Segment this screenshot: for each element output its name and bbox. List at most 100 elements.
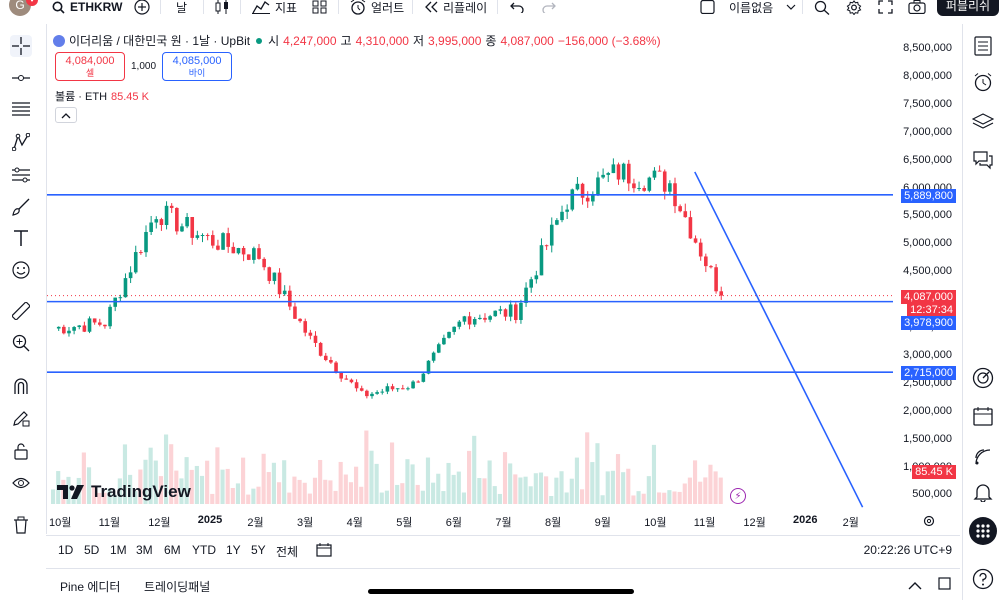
candle-body [642,188,646,191]
candle-body [149,222,153,232]
pencil-lock-icon [13,411,30,427]
indicators-icon [252,0,270,14]
pattern-tool[interactable] [10,131,32,153]
range-button[interactable]: 5D [84,543,100,557]
chats-button[interactable] [971,148,995,172]
candle-body [144,231,148,253]
volume-legend[interactable]: 볼륨 · ETH 85.45 K [55,88,149,104]
ideas-button[interactable] [971,366,995,390]
range-button[interactable]: 전체 [276,545,299,559]
lock-drawings-tool[interactable] [10,407,32,429]
tradingview-logo[interactable]: TradingView [57,482,191,502]
user-avatar[interactable]: G [9,0,31,16]
volume-bar [718,477,723,504]
magnet-tool[interactable] [10,375,32,397]
candle-body [668,183,672,192]
lightning-icon[interactable]: ⚡ [730,488,746,504]
forecast-tool[interactable] [10,164,32,186]
price-tick-label: 5,500,000 [903,209,952,222]
volume-bar [631,495,636,504]
object-tree-button[interactable] [971,110,995,134]
templates-button[interactable] [312,0,327,14]
notifications-button[interactable] [971,480,995,504]
range-button[interactable]: 1M [110,543,127,557]
candle-body [370,393,374,397]
trend-line-tool[interactable] [10,67,32,89]
volume-bar [436,473,441,504]
volume-bar [600,495,605,504]
volume-bar [241,457,246,504]
zoom-in-tool[interactable] [10,332,32,354]
lock-tool[interactable] [10,440,32,462]
indicators-button[interactable]: 지표 [252,0,297,15]
volume-bar [636,491,641,504]
candle-body [395,388,400,390]
pine-editor-tab[interactable]: Pine 에디터 [60,580,121,594]
buy-button[interactable]: 4,085,000 바이 [162,52,233,81]
text-tool[interactable] [10,227,32,249]
replay-button[interactable]: 리플레이 [424,0,487,15]
hotlists-button[interactable] [971,443,995,467]
candle-body [56,326,61,329]
timezone-clock[interactable]: 20:22:26 UTC+9 [863,543,952,557]
volume-bar [184,457,189,504]
undo-button[interactable] [510,0,524,14]
eye-icon [12,477,30,489]
layout-selector[interactable]: 이름없음 [700,0,796,15]
compare-button[interactable] [134,0,150,15]
range-button[interactable]: YTD [192,543,216,557]
crosshair-tool[interactable] [10,35,32,57]
settings-button[interactable] [846,0,862,15]
divider [160,0,161,14]
publish-button[interactable]: 퍼블리쉬 [937,0,999,16]
axis-settings-icon[interactable] [923,514,935,532]
candle-body [210,235,215,246]
candle-body [180,226,184,232]
calendar-panel-button[interactable] [971,404,995,428]
measure-tool[interactable] [10,300,32,322]
chart-type-button[interactable] [214,0,230,14]
trading-panel-tab[interactable]: 트레이딩패널 [144,580,211,594]
remove-drawings-tool[interactable] [10,514,32,536]
price-chart[interactable] [47,24,961,534]
snapshot-button[interactable] [908,0,926,14]
alerts-panel-button[interactable] [971,70,995,94]
quick-search-button[interactable] [814,0,830,15]
alerts-button[interactable]: 얼러트 [350,0,404,15]
range-button[interactable]: 1D [58,543,74,557]
collapse-legend-button[interactable] [55,107,77,123]
change-value: −156,000 (−3.68%) [557,33,661,48]
symbol-search[interactable]: ETHKRW [52,0,122,14]
range-button[interactable]: 5Y [251,543,266,557]
emoji-tool[interactable] [10,259,32,281]
volume-bar [497,493,502,504]
range-button[interactable]: 1Y [226,543,241,557]
expand-panel-button[interactable] [908,579,922,593]
volume-bar [569,478,574,504]
sell-button[interactable]: 4,084,000 셀 [55,52,125,81]
apps-button[interactable] [969,517,997,545]
maximize-panel-button[interactable] [938,577,951,593]
range-button[interactable]: 6M [164,543,181,557]
interval-button[interactable]: 날 [176,0,188,15]
price-tick-label: 1,500,000 [903,432,952,445]
redo-button[interactable] [542,0,556,14]
chat-icon [973,151,993,170]
go-to-date-button[interactable] [316,542,332,560]
time-tick-label: 10월 [644,517,667,529]
help-button[interactable] [971,567,995,591]
divider [497,0,498,14]
candle-body [698,242,703,257]
hide-tool[interactable] [10,472,32,494]
volume-bar [564,492,569,504]
volume-bar [205,460,210,504]
range-button[interactable]: 3M [136,543,153,557]
watchlist-button[interactable] [971,34,995,58]
fib-tool[interactable] [10,98,32,120]
fib-lines-icon [12,102,30,116]
fullscreen-button[interactable] [878,0,893,14]
brush-tool[interactable] [10,196,32,218]
candle-body [139,252,143,254]
legend-title[interactable]: 이더리움 / 대한민국 원 · 1날 · UpBit [69,34,251,48]
